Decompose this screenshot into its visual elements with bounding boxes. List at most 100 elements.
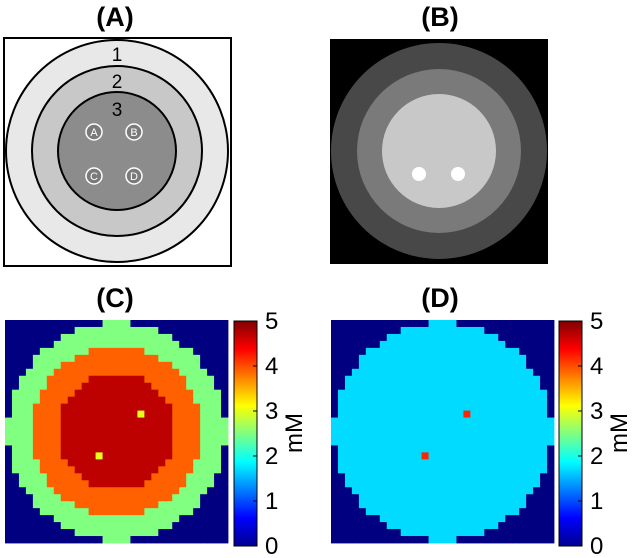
map-c-pixel xyxy=(158,536,166,544)
map-c-pixel xyxy=(60,501,69,509)
map-c-pixel xyxy=(5,320,13,328)
map-d-pixel xyxy=(331,354,339,363)
map-c-pixel xyxy=(179,320,187,328)
map-c-pixel xyxy=(165,333,173,342)
map-d-pixel xyxy=(337,445,346,453)
map-c-pixel xyxy=(158,501,166,509)
map-c-pixel xyxy=(193,382,201,391)
map-c-pixel xyxy=(200,326,208,335)
map-d-pixel xyxy=(526,396,534,405)
map-c-pixel xyxy=(109,431,117,439)
map-d-pixel xyxy=(421,466,429,474)
map-c-pixel xyxy=(102,354,110,363)
map-c-pixel xyxy=(158,424,166,432)
map-d-pixel xyxy=(331,522,339,530)
map-c-pixel xyxy=(46,529,55,537)
map-d-pixel xyxy=(331,389,339,398)
map-d-pixel xyxy=(449,354,457,363)
map-d-pixel xyxy=(463,501,471,509)
map-c-pixel xyxy=(221,508,229,516)
map-d-pixel xyxy=(519,431,527,439)
map-c-pixel xyxy=(158,389,166,398)
map-c-pixel xyxy=(207,431,215,439)
map-c-pixel xyxy=(102,347,110,356)
map-c-pixel xyxy=(25,508,34,516)
map-d-pixel xyxy=(491,403,499,411)
map-d-pixel xyxy=(456,529,464,537)
map-c-pixel xyxy=(109,340,117,349)
map-c-pixel xyxy=(186,487,194,495)
map-c-pixel xyxy=(172,340,180,349)
map-d-pixel xyxy=(449,403,457,411)
map-d-pixel xyxy=(533,389,541,398)
map-c-pixel xyxy=(67,375,76,384)
map-c-pixel xyxy=(158,487,166,495)
map-d-pixel xyxy=(512,480,520,488)
map-c-pixel xyxy=(25,417,34,425)
map-c-pixel xyxy=(11,382,20,391)
map-c-pixel xyxy=(137,417,145,425)
map-c-pixel xyxy=(102,389,110,398)
map-c-pixel xyxy=(214,515,222,523)
map-c-pixel xyxy=(11,508,20,516)
map-c-pixel xyxy=(5,501,13,509)
map-c-pixel xyxy=(179,522,187,530)
map-c-pixel xyxy=(116,396,124,405)
map-d-pixel xyxy=(400,320,409,328)
map-c-pixel xyxy=(137,431,145,439)
map-c-pixel xyxy=(193,410,201,418)
map-d-pixel xyxy=(477,340,485,349)
map-c-pixel xyxy=(165,347,173,356)
map-d-pixel xyxy=(449,452,457,460)
map-d-pixel xyxy=(491,410,499,418)
map-c-pixel xyxy=(46,403,55,411)
map-c-pixel xyxy=(60,536,69,544)
map-c-pixel xyxy=(137,320,145,328)
map-c-pixel xyxy=(193,389,201,398)
map-d-pixel xyxy=(470,459,478,467)
map-d-pixel xyxy=(393,508,402,516)
map-c-pixel xyxy=(88,508,96,516)
map-c-pixel xyxy=(102,459,110,467)
map-c-pixel xyxy=(60,410,69,418)
map-c-pixel xyxy=(144,403,152,411)
map-c-pixel xyxy=(53,340,62,349)
map-d-pixel xyxy=(512,326,520,335)
map-c-pixel xyxy=(74,515,83,523)
map-d-pixel xyxy=(331,340,339,349)
map-c-pixel xyxy=(102,494,110,502)
map-c-pixel xyxy=(130,452,138,460)
map-c-pixel xyxy=(32,368,41,377)
map-c-pixel xyxy=(25,515,34,523)
map-c-pixel xyxy=(172,536,180,544)
map-c-pixel xyxy=(200,501,208,509)
map-c-pixel xyxy=(32,361,41,370)
map-d-pixel xyxy=(379,424,388,432)
map-c-pixel xyxy=(95,529,103,537)
map-c-pixel xyxy=(67,508,76,516)
map-c-pixel xyxy=(221,340,229,349)
map-d-pixel xyxy=(484,522,492,530)
map-c-pixel xyxy=(5,480,13,488)
map-d-pixel xyxy=(505,487,513,495)
map-c-pixel xyxy=(39,382,48,391)
map-d-pixel xyxy=(519,361,527,370)
map-d-pixel xyxy=(351,522,360,530)
map-c-pixel xyxy=(179,536,187,544)
map-c-pixel xyxy=(60,438,69,446)
map-d-pixel xyxy=(407,473,416,481)
map-d-pixel xyxy=(414,326,422,335)
map-c-pixel xyxy=(88,417,96,425)
panel-b-vial-right xyxy=(451,167,465,181)
map-d-pixel xyxy=(533,340,541,349)
map-c-pixel xyxy=(200,361,208,370)
map-d-pixel xyxy=(428,354,436,363)
map-c-pixel xyxy=(158,368,166,377)
map-d-pixel xyxy=(379,445,388,453)
map-d-pixel xyxy=(484,473,492,481)
map-c-pixel xyxy=(172,347,180,356)
map-c-pixel xyxy=(151,473,159,481)
map-d-pixel xyxy=(526,340,534,349)
map-d-pixel xyxy=(386,320,395,328)
map-c-pixel xyxy=(88,354,96,363)
